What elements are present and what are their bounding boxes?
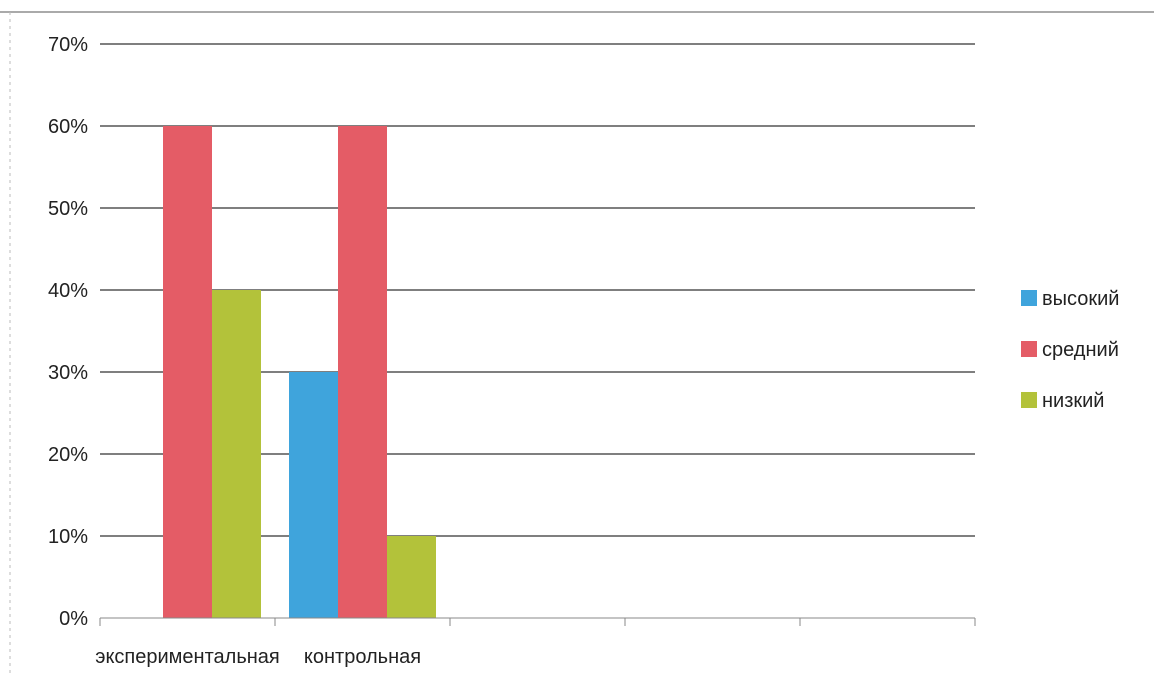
bar-высокий-2 <box>289 372 338 618</box>
legend-swatch-низкий <box>1021 392 1037 408</box>
legend-swatch-средний <box>1021 341 1037 357</box>
y-tick-label: 40% <box>48 280 88 302</box>
x-category-labels: экспериментальная контрольная <box>95 646 421 668</box>
y-tick-label: 0% <box>59 608 88 630</box>
y-tick-label: 10% <box>48 526 88 548</box>
bar-низкий-2 <box>387 536 436 618</box>
legend-label-средний: средний <box>1042 339 1119 361</box>
x-axis <box>99 617 976 626</box>
bars <box>163 126 436 618</box>
bar-средний-2 <box>338 126 387 618</box>
y-tick-label: 60% <box>48 116 88 138</box>
x-category-label: экспериментальная <box>95 646 280 668</box>
legend: высокий средний низкий <box>1021 288 1119 412</box>
y-tick-label: 20% <box>48 444 88 466</box>
y-tick-label: 30% <box>48 362 88 384</box>
legend-label-высокий: высокий <box>1042 288 1119 310</box>
y-tick-labels: 0% 10% 20% 30% 40% 50% 60% 70% <box>48 34 88 630</box>
bar-средний-1 <box>163 126 212 618</box>
legend-swatch-высокий <box>1021 290 1037 306</box>
x-category-label: контрольная <box>304 646 421 668</box>
legend-label-низкий: низкий <box>1042 390 1104 412</box>
bar-низкий-1 <box>212 290 261 618</box>
y-tick-label: 50% <box>48 198 88 220</box>
y-tick-label: 70% <box>48 34 88 56</box>
